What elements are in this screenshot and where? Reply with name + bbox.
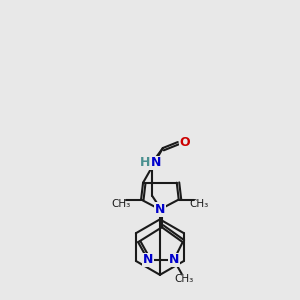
Text: CH₃: CH₃ [174,274,193,284]
Text: O: O [179,136,190,148]
Text: CH₃: CH₃ [112,200,131,209]
Text: CH₃: CH₃ [189,200,208,209]
Text: N: N [151,156,161,170]
Text: N: N [155,203,165,216]
Text: N: N [169,254,179,266]
Text: H: H [140,156,150,170]
Text: N: N [143,254,153,266]
